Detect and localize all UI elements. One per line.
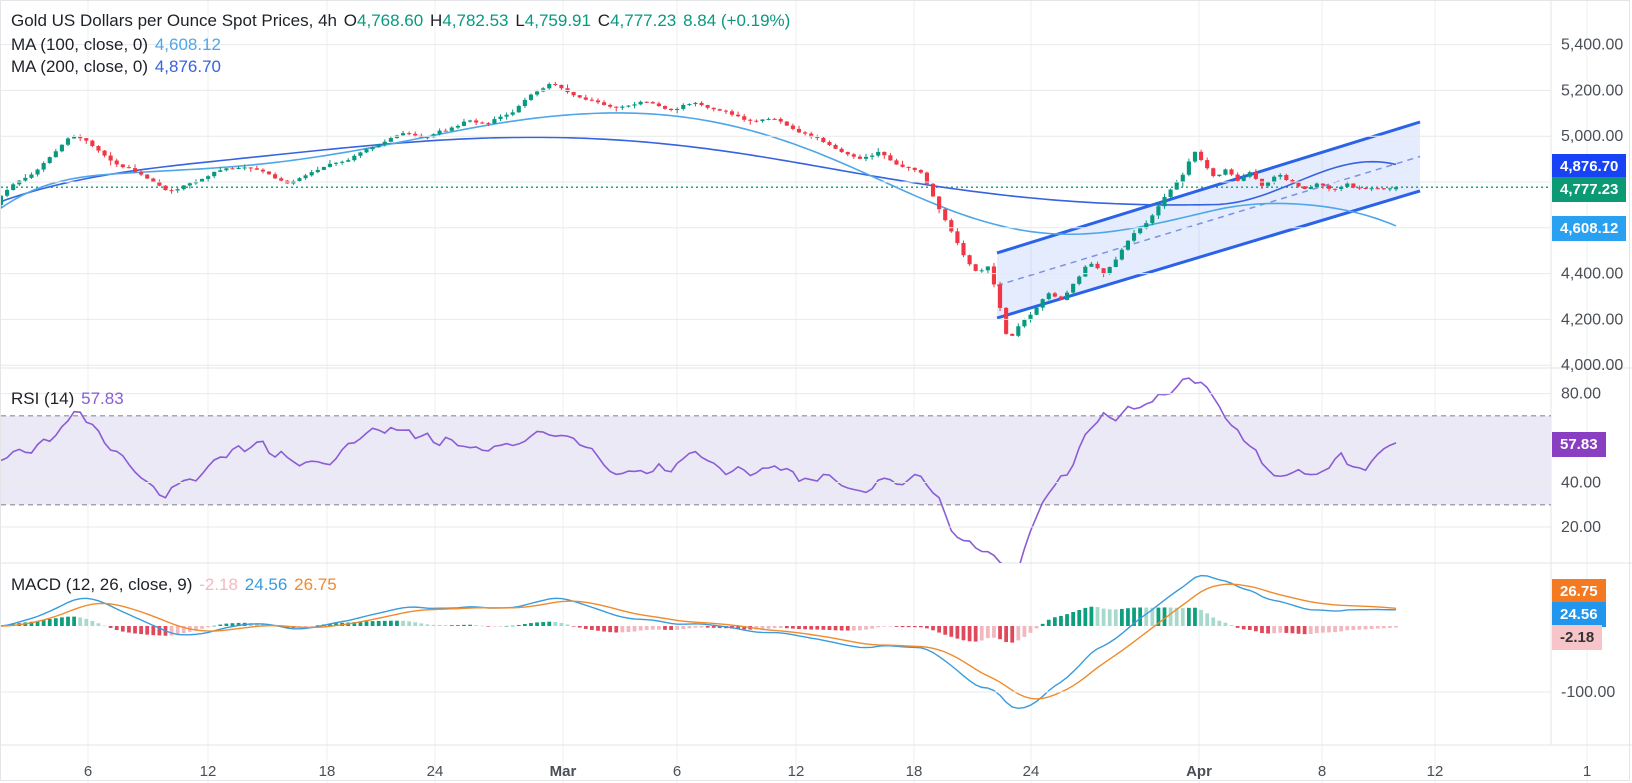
svg-text:18: 18: [319, 763, 336, 780]
svg-text:Apr: Apr: [1186, 763, 1212, 780]
svg-text:8: 8: [1318, 763, 1326, 780]
svg-text:80.00: 80.00: [1561, 386, 1601, 403]
svg-text:-100.00: -100.00: [1561, 684, 1615, 701]
svg-text:1: 1: [1583, 763, 1591, 780]
svg-text:5,200.00: 5,200.00: [1561, 82, 1623, 99]
svg-text:5,400.00: 5,400.00: [1561, 37, 1623, 54]
svg-text:18: 18: [906, 763, 923, 780]
svg-text:4,200.00: 4,200.00: [1561, 311, 1623, 328]
svg-text:12: 12: [788, 763, 805, 780]
svg-text:6: 6: [84, 763, 92, 780]
svg-text:5,000.00: 5,000.00: [1561, 128, 1623, 145]
svg-text:4,000.00: 4,000.00: [1561, 357, 1623, 374]
svg-text:20.00: 20.00: [1561, 519, 1601, 536]
svg-text:40.00: 40.00: [1561, 475, 1601, 492]
svg-text:24: 24: [427, 763, 444, 780]
svg-text:4,400.00: 4,400.00: [1561, 266, 1623, 283]
svg-text:6: 6: [673, 763, 681, 780]
svg-text:12: 12: [200, 763, 217, 780]
svg-text:Mar: Mar: [550, 763, 577, 780]
svg-text:24: 24: [1023, 763, 1040, 780]
svg-text:12: 12: [1427, 763, 1444, 780]
